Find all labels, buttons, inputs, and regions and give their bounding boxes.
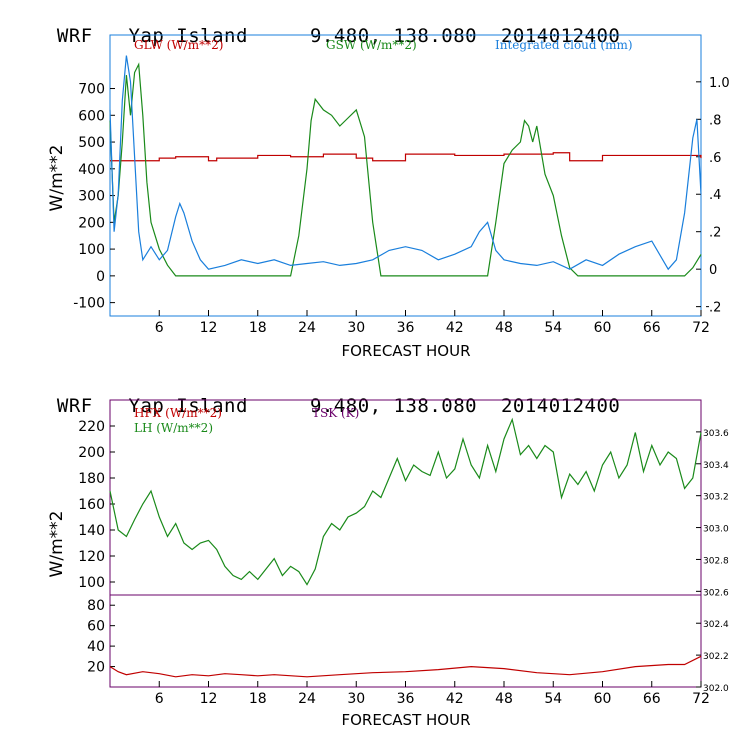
top-xtick-label: 18 <box>249 320 267 336</box>
top-y2tick-label: .4 <box>709 188 721 203</box>
top-ytick-label: 300 <box>78 189 105 205</box>
top-y2tick-label: .8 <box>709 113 721 128</box>
top-y2tick-label: .6 <box>709 151 721 166</box>
bottom-xtick-label: 30 <box>347 691 365 707</box>
bottom-series-group <box>109 417 702 678</box>
top-series-group <box>109 55 702 277</box>
top-xlabel: FORECAST HOUR <box>341 342 470 360</box>
bottom-xtick-label: 18 <box>249 691 267 707</box>
bottom-axes: 6 12 18 24 30 36 42 48 54 60 66 72 100 120 140 160 180 20… <box>78 419 729 707</box>
top-ytick-label: 200 <box>78 215 105 231</box>
legend-cloud: Integrated cloud (mm) <box>495 38 633 52</box>
bottom-xtick-label: 24 <box>298 691 316 707</box>
legend-tsk: TSK (K) <box>312 406 359 420</box>
bottom-y2tick-label: 302.8 <box>703 556 729 566</box>
bottom-model-label: WRF <box>56 395 93 417</box>
top-xtick-label: 30 <box>347 320 365 336</box>
top-model-label: WRF <box>56 25 93 47</box>
bottom-upper-ytick-label: 200 <box>78 445 105 461</box>
bottom-xtick-label: 60 <box>594 691 612 707</box>
bottom-lower-ytick-label: 20 <box>87 660 105 676</box>
top-xtick-label: 42 <box>446 320 464 336</box>
bottom-xtick-label: 48 <box>495 691 513 707</box>
bottom-plot-frame <box>109 399 702 688</box>
legend-glw: GLW (W/m**2) <box>134 38 223 52</box>
bottom-lower-ytick-label: 80 <box>87 598 105 614</box>
bottom-ylabel: W/m**2 <box>47 511 67 578</box>
bottom-xtick-label: 6 <box>155 691 164 707</box>
bottom-lower-ytick-label: 60 <box>87 619 105 635</box>
top-plot-frame <box>109 34 702 317</box>
top-xtick-label: 48 <box>495 320 513 336</box>
bottom-y2tick-label: 303.6 <box>703 429 729 439</box>
top-xtick-label: 36 <box>397 320 415 336</box>
bottom-y2tick-label: 303.4 <box>703 461 729 471</box>
top-xtick-label: 12 <box>200 320 218 336</box>
bottom-upper-ytick-label: 100 <box>78 575 105 591</box>
top-xtick-label: 6 <box>155 320 164 336</box>
bottom-y2tick-label: 302.0 <box>703 684 729 694</box>
top-xtick-label: 54 <box>544 320 562 336</box>
series-glw-line <box>110 152 702 162</box>
top-ytick-label: 500 <box>78 135 105 151</box>
legend-lh: LH (W/m**2) <box>134 421 213 435</box>
top-xtick-label: 60 <box>594 320 612 336</box>
bottom-y2tick-label: 303.0 <box>703 525 729 535</box>
top-axes: 6 12 18 24 30 36 42 48 54 60 66 72 -100 0 100 200 300 400… <box>73 76 729 336</box>
bottom-xtick-label: 36 <box>397 691 415 707</box>
bottom-upper-ytick-label: 220 <box>78 419 105 435</box>
top-ytick-label: 100 <box>78 242 105 258</box>
top-y2tick-label: .2 <box>709 226 721 241</box>
bottom-xtick-label: 66 <box>643 691 661 707</box>
top-xtick-label: 66 <box>643 320 661 336</box>
top-ylabel: W/m**2 <box>47 145 67 212</box>
top-ytick-label: -100 <box>73 296 105 312</box>
bottom-xtick-label: 54 <box>544 691 562 707</box>
bottom-upper-ytick-label: 120 <box>78 549 105 565</box>
bottom-xtick-label: 42 <box>446 691 464 707</box>
bottom-xlabel: FORECAST HOUR <box>341 711 470 729</box>
top-xtick-label: 24 <box>298 320 316 336</box>
bottom-upper-ytick-label: 140 <box>78 523 105 539</box>
series-hfx-line <box>109 655 702 678</box>
top-init-label: 2014012400 <box>500 25 621 47</box>
bottom-y2tick-label: 302.4 <box>703 620 729 630</box>
top-coords-label: 9.480, 138.080 <box>309 25 478 47</box>
top-ytick-label: 700 <box>78 82 105 98</box>
top-xtick-label: 72 <box>692 320 710 336</box>
bottom-y2tick-label: 302.6 <box>703 588 729 598</box>
top-y2tick-label: .2 <box>709 301 721 316</box>
top-ytick-label: 600 <box>78 108 105 124</box>
series-gsw-line <box>109 62 702 277</box>
legend-gsw: GSW (W/m**2) <box>326 38 417 52</box>
top-y2tick-label: 1.0 <box>709 76 730 91</box>
bottom-lower-ytick-label: 40 <box>87 639 105 655</box>
top-location-label: Yap Island <box>128 25 248 47</box>
bottom-y2tick-label: 303.2 <box>703 493 729 503</box>
top-ytick-label: 0 <box>96 269 105 285</box>
top-y2tick-label: 0 <box>709 263 717 278</box>
series-lh-line <box>109 417 702 586</box>
legend-hfx: HFX (W/m**2) <box>134 406 222 420</box>
bottom-upper-ytick-label: 160 <box>78 497 105 513</box>
top-ytick-label: 400 <box>78 162 105 178</box>
top-chart-header: WRF Yap Island 9.480, 138.080 2014012400 <box>33 3 620 47</box>
bottom-xtick-label: 12 <box>200 691 218 707</box>
bottom-xtick-label: 72 <box>692 691 710 707</box>
bottom-upper-ytick-label: 180 <box>78 471 105 487</box>
series-cloud-line <box>109 55 702 271</box>
bottom-y2tick-label: 302.2 <box>703 652 729 662</box>
